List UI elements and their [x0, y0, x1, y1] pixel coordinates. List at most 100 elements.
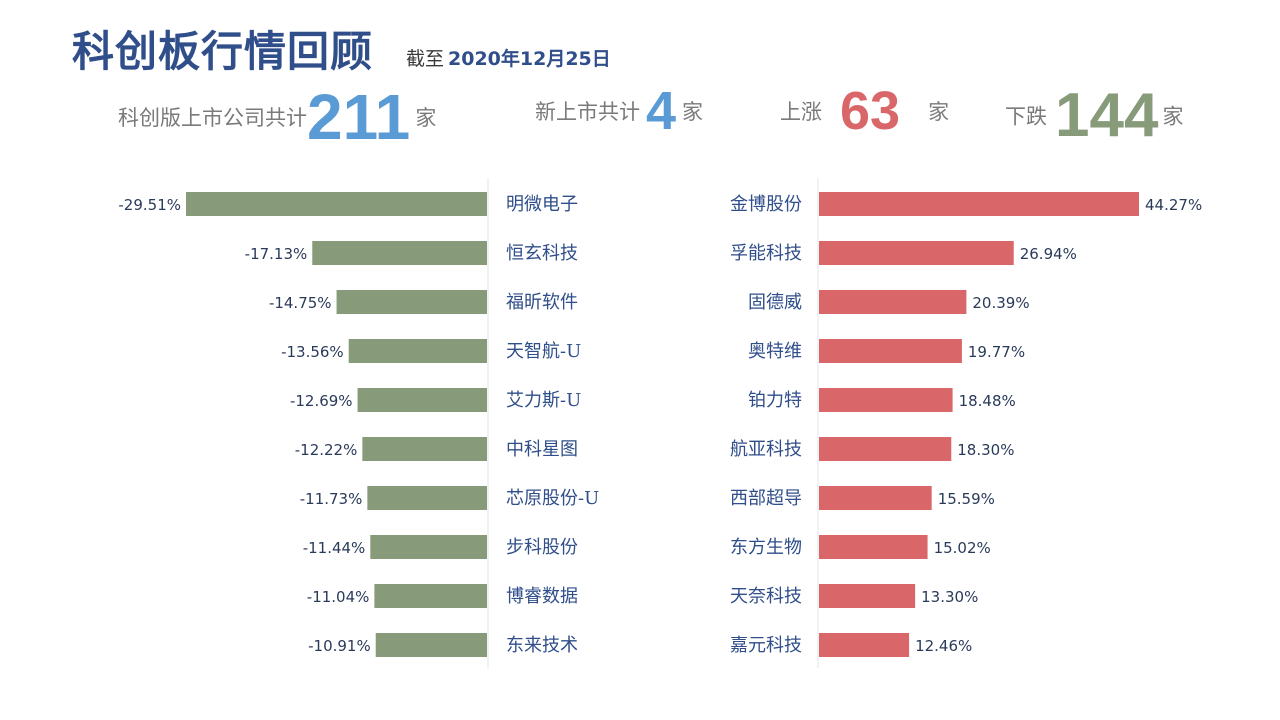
gain-category-label: 东方生物 — [730, 537, 802, 558]
decline-bar — [370, 535, 487, 559]
decline-value-label: -11.73% — [300, 490, 363, 508]
gain-category-label: 天奈科技 — [730, 586, 802, 607]
stat-new-unit: 家 — [682, 100, 704, 124]
gain-bar-row: 18.48% 铂力特 — [748, 388, 1016, 412]
decline-value-label: -12.22% — [295, 441, 358, 459]
gain-category-label: 固德威 — [748, 292, 802, 313]
gain-bar — [819, 290, 967, 314]
stat-falling: 下跌 144 家 — [1005, 80, 1183, 151]
gain-bar-row: 13.30% 天奈科技 — [730, 584, 978, 608]
decline-bar — [186, 192, 487, 216]
decline-category-label: 明微电子 — [506, 194, 578, 215]
stat-down-label: 下跌 — [1005, 104, 1047, 129]
stat-new-value: 4 — [646, 81, 677, 141]
as-of-label: 截至 — [406, 48, 445, 70]
gain-bar-row: 26.94% 孚能科技 — [730, 241, 1077, 265]
decline-bar — [374, 584, 487, 608]
stat-total-value: 211 — [307, 81, 411, 153]
decline-bar-row: -11.04% 博睿数据 — [307, 584, 578, 608]
decline-category-label: 天智航-U — [506, 341, 581, 362]
gain-bar — [819, 437, 952, 461]
gain-bar-row: 12.46% 嘉元科技 — [730, 633, 972, 657]
gain-bar — [819, 633, 910, 657]
gain-bar — [819, 339, 962, 363]
gain-value-label: 18.48% — [959, 392, 1016, 410]
decline-category-label: 步科股份 — [506, 537, 578, 558]
gain-bar — [819, 486, 932, 510]
decline-value-label: -12.69% — [290, 392, 353, 410]
decline-value-label: -29.51% — [118, 196, 181, 214]
gain-value-label: 19.77% — [968, 343, 1025, 361]
decline-bar-row: -11.73% 芯原股份-U — [300, 486, 599, 510]
gain-bar-row: 15.59% 西部超导 — [730, 486, 995, 510]
gain-bar-row: 18.30% 航亚科技 — [730, 437, 1014, 461]
stat-up-unit: 家 — [928, 100, 950, 124]
decline-bar — [375, 633, 487, 657]
stat-rising: 上涨 63 家 — [780, 80, 949, 142]
gain-bar — [819, 535, 928, 559]
gain-value-label: 13.30% — [921, 588, 978, 606]
decline-category-label: 福昕软件 — [506, 292, 578, 313]
gain-category-label: 嘉元科技 — [730, 635, 802, 656]
decline-bar — [336, 290, 487, 314]
decline-bar-row: -14.75% 福昕软件 — [269, 290, 578, 314]
decline-category-label: 芯原股份-U — [506, 488, 599, 509]
stat-new-label: 新上市共计 — [535, 100, 640, 124]
gain-bar — [819, 388, 953, 412]
decline-value-label: -10.91% — [308, 637, 371, 655]
decline-bar-row: -17.13% 恒玄科技 — [245, 241, 578, 265]
decline-category-label: 博睿数据 — [506, 586, 578, 607]
gain-bar-row: 20.39% 固德威 — [748, 290, 1030, 314]
stat-up-value: 63 — [840, 81, 901, 141]
decline-bar-row: -13.56% 天智航-U — [281, 339, 581, 363]
decline-value-label: -11.44% — [303, 539, 366, 557]
stat-new-listed: 新上市共计 4 家 — [535, 80, 703, 142]
decline-bar-row: -29.51% 明微电子 — [118, 192, 578, 216]
gain-value-label: 15.02% — [934, 539, 991, 557]
decline-category-label: 中科星图 — [506, 439, 578, 460]
stat-down-value: 144 — [1055, 81, 1159, 150]
decline-value-label: -17.13% — [245, 245, 308, 263]
decline-category-label: 东来技术 — [506, 635, 578, 656]
decline-bar — [367, 486, 487, 510]
decline-value-label: -14.75% — [269, 294, 332, 312]
decline-bar — [348, 339, 487, 363]
decline-bar — [357, 388, 487, 412]
gain-bar-row: 19.77% 奥特维 — [748, 339, 1025, 363]
gain-value-label: 12.46% — [915, 637, 972, 655]
stat-total-listed: 科创版上市公司共计211 家 — [118, 80, 436, 154]
as-of-date: 截至 2020年12月25日 — [406, 44, 611, 71]
gain-value-label: 26.94% — [1020, 245, 1077, 263]
decline-bar-row: -10.91% 东来技术 — [308, 633, 578, 657]
stat-up-label: 上涨 — [780, 100, 822, 124]
gain-category-label: 航亚科技 — [730, 439, 802, 460]
gain-value-label: 20.39% — [972, 294, 1029, 312]
decline-value-label: -13.56% — [281, 343, 344, 361]
gain-bar-row: 15.02% 东方生物 — [730, 535, 991, 559]
page-title: 科创板行情回顾 — [72, 27, 374, 76]
stat-down-unit: 家 — [1162, 104, 1184, 129]
decline-category-label: 艾力斯-U — [506, 390, 581, 411]
gain-category-label: 铂力特 — [748, 390, 802, 411]
gain-bar — [819, 192, 1139, 216]
decline-category-label: 恒玄科技 — [506, 243, 578, 264]
decline-bar-row: -11.44% 步科股份 — [303, 535, 578, 559]
gain-bar-row: 44.27% 金博股份 — [730, 192, 1202, 216]
decline-bar-row: -12.69% 艾力斯-U — [290, 388, 581, 412]
stat-total-unit: 家 — [415, 106, 437, 130]
gain-value-label: 18.30% — [957, 441, 1014, 459]
gain-value-label: 15.59% — [938, 490, 995, 508]
as-of-date-value: 2020年12月25日 — [448, 48, 611, 70]
gain-category-label: 孚能科技 — [730, 243, 802, 264]
decline-bar-row: -12.22% 中科星图 — [295, 437, 578, 461]
gain-category-label: 金博股份 — [730, 194, 802, 215]
gain-value-label: 44.27% — [1145, 196, 1202, 214]
stat-total-label: 科创版上市公司共计 — [118, 106, 307, 130]
gain-bar — [819, 241, 1014, 265]
decline-bar — [362, 437, 487, 461]
decline-value-label: -11.04% — [307, 588, 370, 606]
gain-category-label: 奥特维 — [748, 341, 802, 362]
gain-category-label: 西部超导 — [730, 488, 802, 509]
gain-bar — [819, 584, 916, 608]
